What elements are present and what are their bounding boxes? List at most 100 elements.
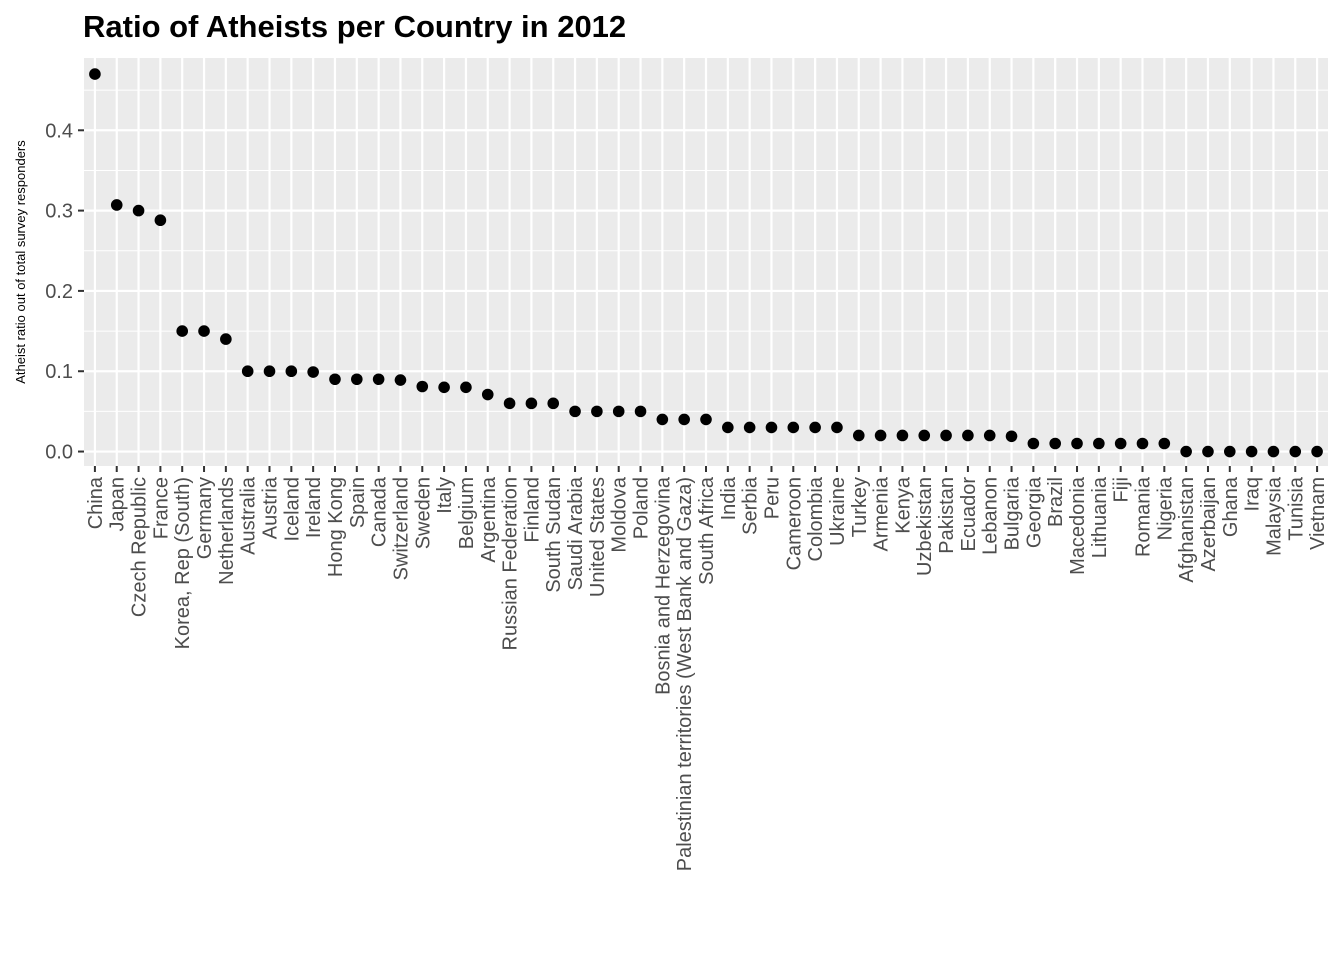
x-tick-label: Spain: [347, 477, 369, 528]
data-point: [372, 373, 385, 386]
data-point: [940, 429, 952, 442]
data-point: [394, 374, 407, 386]
data-point: [1136, 437, 1149, 450]
x-tick-label: Lebanon: [980, 477, 1002, 555]
x-tick-label: Lithuania: [1089, 476, 1111, 558]
x-axis: China Japan Czech Republic France Korea, Rep…: [85, 466, 1329, 871]
x-tick-label: Czech Republic: [129, 477, 151, 617]
data-point: [176, 325, 189, 337]
data-point: [1180, 445, 1192, 458]
data-point: [110, 199, 123, 211]
x-tick-label: Pakistan: [936, 477, 958, 554]
y-axis-title: Atheist ratio out of total survey respon…: [13, 140, 28, 384]
x-tick-label: France: [150, 477, 172, 539]
data-point: [241, 365, 254, 378]
x-tick-label: Germany: [194, 477, 216, 559]
x-tick-label: Ireland: [303, 477, 325, 538]
data-point: [700, 413, 712, 426]
x-tick-label: Peru: [761, 477, 783, 519]
data-point: [351, 373, 363, 386]
x-tick-label: Saudi Arabia: [565, 476, 587, 590]
x-tick-label: Cameroon: [783, 477, 805, 570]
data-point: [1245, 445, 1258, 458]
data-point: [132, 204, 145, 217]
x-tick-label: Romania: [1132, 476, 1154, 557]
data-point: [525, 397, 538, 410]
data-point: [1289, 445, 1302, 458]
data-point: [743, 421, 756, 434]
data-point: [983, 429, 996, 442]
data-point: [656, 413, 669, 426]
x-tick-label: Netherlands: [216, 477, 238, 585]
y-tick-label: 0.0: [45, 442, 73, 464]
x-tick-label: Macedonia: [1067, 476, 1089, 575]
x-tick-label: Ghana: [1220, 476, 1242, 537]
x-tick-label: Japan: [107, 477, 129, 532]
data-point: [89, 68, 101, 80]
x-tick-label: Canada: [369, 476, 391, 547]
data-point: [1311, 445, 1323, 458]
data-point: [220, 333, 232, 345]
x-tick-label: Vietnam: [1307, 477, 1329, 550]
data-point: [722, 421, 734, 434]
data-point: [1049, 437, 1061, 450]
data-point: [1223, 445, 1236, 458]
x-tick-label: Georgia: [1023, 476, 1045, 548]
data-point: [1114, 437, 1127, 450]
data-points: [89, 68, 1323, 458]
data-point: [634, 405, 647, 418]
data-point: [198, 325, 210, 337]
x-tick-label: Moldova: [609, 476, 631, 552]
x-tick-label: Afghanistan: [1176, 477, 1198, 583]
data-point: [1202, 445, 1214, 458]
x-tick-label: South Africa: [696, 476, 718, 585]
data-point: [307, 366, 319, 378]
data-point: [612, 405, 625, 418]
y-tick-label: 0.2: [45, 281, 73, 303]
x-tick-label: Armenia: [871, 476, 893, 551]
data-point: [1027, 437, 1040, 450]
data-point: [1093, 437, 1105, 450]
y-tick-label: 0.3: [45, 201, 73, 223]
x-tick-label: Fiji: [1111, 477, 1133, 503]
data-point: [591, 405, 603, 418]
x-tick-label: China: [85, 476, 107, 529]
data-point: [678, 413, 690, 426]
x-tick-label: Australia: [238, 476, 260, 555]
data-point: [481, 388, 494, 401]
chart-title: Ratio of Atheists per Country in 2012: [83, 9, 627, 44]
x-tick-label: Serbia: [740, 476, 762, 535]
x-tick-label: India: [718, 476, 740, 520]
x-tick-label: Tunisia: [1285, 476, 1307, 541]
data-point: [809, 421, 821, 434]
data-point: [569, 405, 581, 418]
y-tick-label: 0.4: [45, 120, 73, 142]
data-point: [285, 365, 298, 378]
x-tick-label: Russian Federation: [500, 477, 522, 650]
data-point: [852, 429, 865, 442]
data-point: [460, 381, 472, 394]
data-point: [329, 373, 341, 386]
data-point: [831, 421, 843, 434]
x-tick-label: Korea, Rep (South): [172, 477, 194, 649]
x-tick-label: Uzbekistan: [914, 477, 936, 576]
data-point: [874, 429, 887, 442]
data-point: [154, 214, 167, 227]
data-point: [416, 380, 429, 393]
x-tick-label: Bosnia and Herzegovina: [652, 476, 674, 695]
x-tick-label: Turkey: [849, 477, 871, 537]
data-point: [1267, 445, 1280, 458]
x-tick-label: Finland: [521, 477, 543, 543]
data-point: [1005, 430, 1018, 443]
y-axis: 0.0 0.1 0.2 0.3 0.4: [45, 120, 84, 464]
data-point: [896, 429, 909, 442]
x-tick-label: Austria: [260, 476, 282, 539]
x-tick-label: Colombia: [805, 476, 827, 561]
x-tick-label: Iraq: [1242, 477, 1264, 511]
x-tick-label: Iceland: [281, 477, 303, 542]
x-tick-label: Bulgaria: [1002, 476, 1024, 550]
data-point: [547, 397, 560, 410]
data-point: [438, 381, 450, 394]
data-point: [1071, 437, 1083, 450]
